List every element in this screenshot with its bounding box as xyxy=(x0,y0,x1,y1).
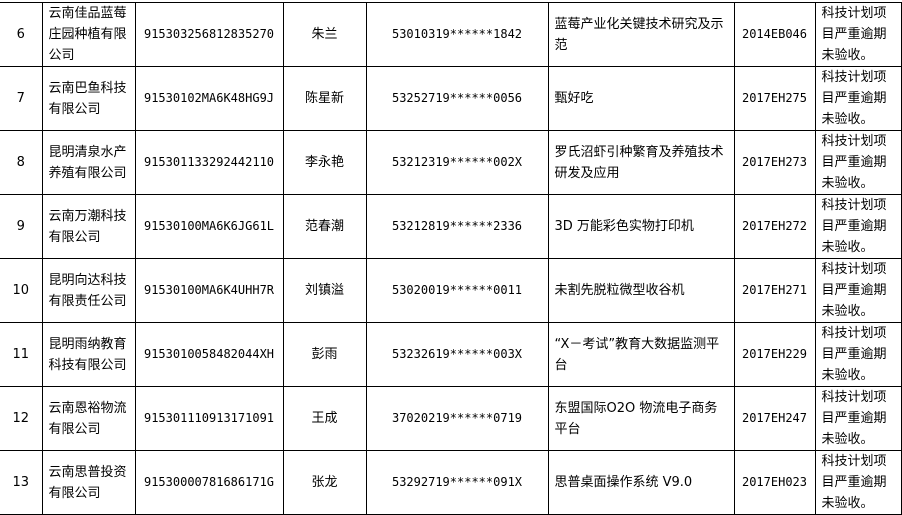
project-code-cell: 2017EH273 xyxy=(733,130,816,195)
id-number-cell: 53010319******1842 xyxy=(365,2,549,67)
credit-code-cell: 91530102MA6K48HG9J xyxy=(134,66,284,131)
table-row: 12 云南恩裕物流有限公司 915301110913171091 王成 37020219… xyxy=(0,386,902,451)
legal-representative-cell: 范春潮 xyxy=(282,194,367,259)
credit-code-cell: 915301133292442110 xyxy=(134,130,284,195)
project-code-cell: 2017EH275 xyxy=(733,66,816,131)
company-name-cell: 云南巴鱼科技有限公司 xyxy=(41,66,136,131)
credit-code-cell: 91530100MA6K4UHH7R xyxy=(134,258,284,323)
company-name-cell: 昆明清泉水产养殖有限公司 xyxy=(41,130,136,195)
id-number-cell: 53292719******091X xyxy=(365,450,549,515)
legal-representative-cell: 朱兰 xyxy=(282,2,367,67)
legal-representative-cell: 李永艳 xyxy=(282,130,367,195)
company-name-cell: 云南万潮科技有限公司 xyxy=(41,194,136,259)
company-name-cell: 云南佳品蓝莓庄园种植有限公司 xyxy=(41,2,136,67)
row-number-cell: 9 xyxy=(0,194,43,259)
legal-representative-cell: 王成 xyxy=(282,386,367,451)
project-code-cell: 2017EH247 xyxy=(733,386,816,451)
reason-cell: 科技计划项目严重逾期未验收。 xyxy=(814,322,902,387)
id-number-cell: 53020019******0011 xyxy=(365,258,549,323)
row-number-cell: 8 xyxy=(0,130,43,195)
table-row: 8 昆明清泉水产养殖有限公司 915301133292442110 李永艳 532123… xyxy=(0,130,902,195)
row-number-cell: 7 xyxy=(0,66,43,131)
id-number-cell: 37020219******0719 xyxy=(365,386,549,451)
company-name-cell: 云南思普投资有限公司 xyxy=(41,450,136,515)
reason-cell: 科技计划项目严重逾期未验收。 xyxy=(814,2,902,67)
project-code-cell: 2017EH229 xyxy=(733,322,816,387)
project-name-cell: 未割先脱粒微型收谷机 xyxy=(547,258,735,323)
project-name-cell: 东盟国际O2O 物流电子商务平台 xyxy=(547,386,735,451)
credit-code-cell: 915303256812835270 xyxy=(134,2,284,67)
reason-cell: 科技计划项目严重逾期未验收。 xyxy=(814,386,902,451)
legal-representative-cell: 刘镇溢 xyxy=(282,258,367,323)
credit-code-cell: 91530000781686171G xyxy=(134,450,284,515)
company-name-cell: 昆明雨纳教育科技有限公司 xyxy=(41,322,136,387)
reason-cell: 科技计划项目严重逾期未验收。 xyxy=(814,258,902,323)
row-number-cell: 10 xyxy=(0,258,43,323)
table-row: 7 云南巴鱼科技有限公司 91530102MA6K48HG9J 陈星新 53252719… xyxy=(0,66,902,131)
project-code-cell: 2017EH272 xyxy=(733,194,816,259)
reason-cell: 科技计划项目严重逾期未验收。 xyxy=(814,130,902,195)
project-code-cell: 2017EH023 xyxy=(733,450,816,515)
id-number-cell: 53252719******0056 xyxy=(365,66,549,131)
row-number-cell: 12 xyxy=(0,386,43,451)
project-name-cell: 甄好吃 xyxy=(547,66,735,131)
table-row: 9 云南万潮科技有限公司 91530100MA6K6JG61L 范春潮 53212819… xyxy=(0,194,902,259)
project-code-cell: 2017EH271 xyxy=(733,258,816,323)
project-code-cell: 2014EB046 xyxy=(733,2,816,67)
project-name-cell: “X－考试”教育大数据监测平台 xyxy=(547,322,735,387)
project-name-cell: 蓝莓产业化关键技术研究及示范 xyxy=(547,2,735,67)
id-number-cell: 53212819******2336 xyxy=(365,194,549,259)
row-number-cell: 11 xyxy=(0,322,43,387)
company-name-cell: 昆明向达科技有限责任公司 xyxy=(41,258,136,323)
table-row: 11 昆明雨纳教育科技有限公司 915301005848204​4XH 彭雨 53232… xyxy=(0,322,902,387)
project-name-cell: 3D 万能彩色实物打印机 xyxy=(547,194,735,259)
row-number-cell: 13 xyxy=(0,450,43,515)
id-number-cell: 53212319******002X xyxy=(365,130,549,195)
reason-cell: 科技计划项目严重逾期未验收。 xyxy=(814,450,902,515)
id-number-cell: 53232619******003X xyxy=(365,322,549,387)
legal-representative-cell: 彭雨 xyxy=(282,322,367,387)
credit-code-cell: 915301110913171091 xyxy=(134,386,284,451)
project-name-cell: 思普桌面操作系统 V9.0 xyxy=(547,450,735,515)
credit-code-cell: 91530100MA6K6JG61L xyxy=(134,194,284,259)
legal-representative-cell: 张龙 xyxy=(282,450,367,515)
reason-cell: 科技计划项目严重逾期未验收。 xyxy=(814,194,902,259)
credit-code-cell: 915301005848204​4XH xyxy=(134,322,284,387)
table-row: 6 云南佳品蓝莓庄园种植有限公司 915303256812835270 朱兰 53010… xyxy=(0,2,902,67)
table-row: 13 云南思普投资有限公司 91530000781686171G 张龙 53292719… xyxy=(0,450,902,515)
reason-cell: 科技计划项目严重逾期未验收。 xyxy=(814,66,902,131)
company-name-cell: 云南恩裕物流有限公司 xyxy=(41,386,136,451)
legal-representative-cell: 陈星新 xyxy=(282,66,367,131)
row-number-cell: 6 xyxy=(0,2,43,67)
project-name-cell: 罗氏沼虾引种繁育及养殖技术研发及应用 xyxy=(547,130,735,195)
table-row: 10 昆明向达科技有限责任公司 91530100MA6K4UHH7R 刘镇溢 53020… xyxy=(0,258,902,323)
